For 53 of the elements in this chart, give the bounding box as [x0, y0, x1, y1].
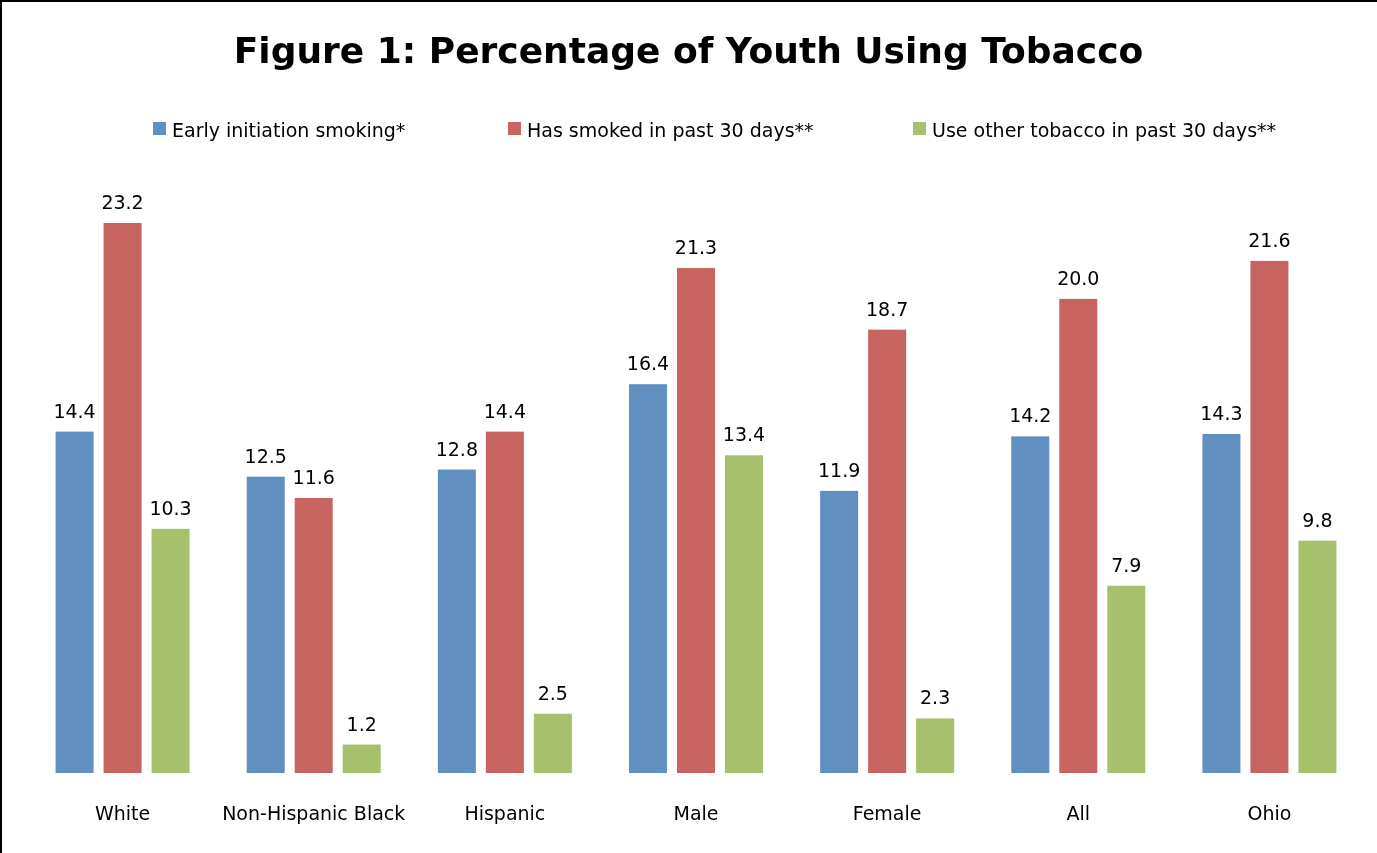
x-tick-label: Non-Hispanic Black — [222, 802, 406, 824]
data-label: 13.4 — [722, 423, 766, 446]
data-label: 14.3 — [1200, 401, 1243, 424]
data-label: 9.8 — [1302, 508, 1333, 531]
bar — [1298, 540, 1337, 773]
data-label: 14.4 — [483, 399, 527, 422]
data-label: 10.3 — [149, 496, 192, 519]
bar — [294, 498, 333, 773]
data-label: 2.5 — [537, 681, 568, 704]
data-label: 2.3 — [920, 686, 951, 709]
legend-label: Has smoked in past 30 days** — [527, 119, 814, 141]
x-tick-label: Hispanic — [464, 802, 546, 824]
bar — [103, 223, 142, 773]
data-label: 21.6 — [1248, 228, 1291, 251]
x-tick-label: White — [94, 802, 151, 824]
bar — [868, 329, 907, 773]
data-label: 11.6 — [292, 466, 335, 488]
bar — [342, 744, 381, 773]
data-label: 14.4 — [53, 399, 96, 422]
bar — [1059, 298, 1098, 773]
legend-label: Early initiation smoking* — [172, 119, 406, 141]
x-tick-label: All — [1066, 802, 1091, 824]
bar — [533, 713, 572, 773]
bar — [916, 718, 955, 773]
bar — [246, 476, 285, 773]
bar — [677, 268, 715, 773]
data-label: 1.2 — [346, 712, 377, 735]
legend-label: Use other tobacco in past 30 days** — [932, 119, 1277, 141]
bar — [725, 455, 763, 773]
bar — [629, 384, 667, 773]
data-label: 23.2 — [101, 191, 144, 213]
bar — [437, 469, 476, 773]
bar — [151, 528, 190, 773]
bar — [1250, 260, 1289, 773]
x-tick-label: Male — [673, 802, 719, 824]
data-label: 11.9 — [817, 458, 861, 481]
bar — [1107, 585, 1146, 773]
data-label: 7.9 — [1111, 553, 1142, 576]
data-label: 20.0 — [1057, 266, 1100, 289]
chart-title: Figure 1: Percentage of Youth Using Tobacco — [233, 30, 1144, 71]
data-label: 12.5 — [244, 444, 287, 467]
bar — [55, 431, 94, 773]
data-label: 18.7 — [865, 297, 909, 320]
bar — [820, 490, 859, 773]
x-tick-label: Ohio — [1247, 802, 1292, 824]
bar — [485, 431, 524, 773]
data-label: 16.4 — [626, 352, 670, 375]
x-tick-label: Female — [852, 802, 922, 824]
bar — [1202, 433, 1241, 773]
bar — [1011, 436, 1050, 773]
data-label: 21.3 — [674, 236, 718, 259]
data-label: 14.2 — [1009, 404, 1052, 427]
data-label: 12.8 — [435, 437, 479, 460]
